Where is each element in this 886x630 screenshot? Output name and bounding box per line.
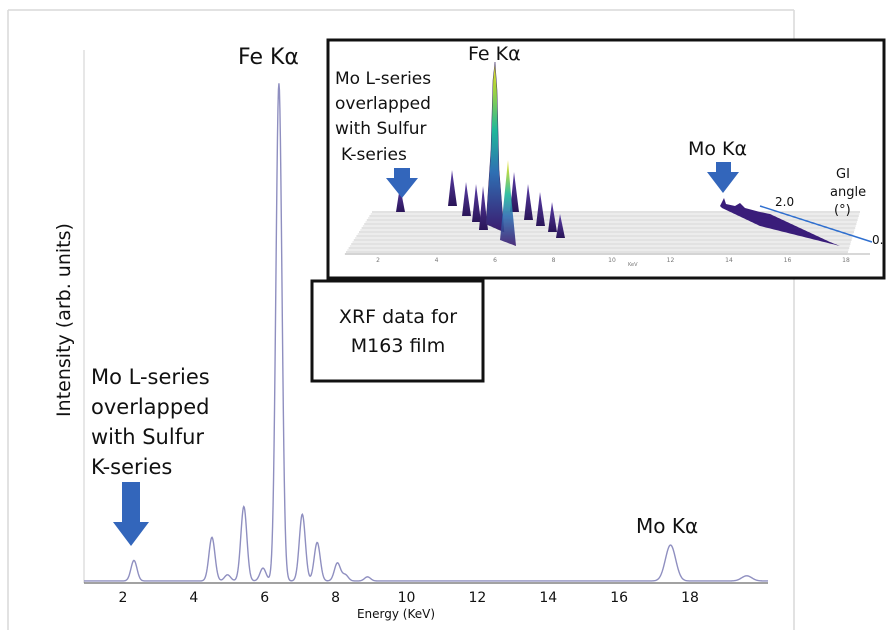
inset-mo-l-line-4: K-series — [341, 145, 407, 165]
inset-x-tick-label: 16 — [784, 257, 792, 264]
x-tick-label: 14 — [539, 590, 557, 606]
gi-angle-min: 0. — [872, 233, 883, 247]
inset-spike — [556, 214, 565, 238]
inset-mo-l-annotation: Mo L-series overlapped with Sulfur K-ser… — [335, 69, 431, 165]
mo-l-line-1: Mo L-series — [91, 365, 210, 389]
mo-l-arrow — [113, 482, 149, 546]
x-tick-label: 18 — [681, 590, 699, 606]
inset-mo-ka-ridge — [720, 198, 840, 246]
inset-mo-ka-label: Mo Kα — [688, 138, 747, 160]
spectrum-line — [84, 83, 768, 582]
inset-mo-l-line-2: overlapped — [335, 94, 431, 114]
inset-x-tick-label: 4 — [435, 257, 439, 264]
inset-mo-l-line-3: with Sulfur — [335, 119, 427, 139]
inset-mo-ka-arrow — [707, 162, 739, 193]
inset-x-tick-label: 18 — [842, 257, 850, 264]
inset-x-tick-label: 14 — [725, 257, 733, 264]
inset-x-tick-labels: 2 4 6 8 10 12 14 16 18 — [376, 257, 850, 264]
inset-x-tick-label: 6 — [493, 257, 497, 264]
inset-spike — [462, 182, 471, 216]
inset-spike — [510, 172, 519, 212]
inset-gi-angle-label: GI angle (°) — [830, 167, 866, 218]
x-tick-label: 8 — [331, 590, 340, 606]
xrf-box-line-2: M163 film — [351, 335, 445, 357]
mo-l-line-4: K-series — [91, 455, 172, 479]
xrf-box-line-1: XRF data for — [339, 306, 457, 328]
x-tick-label: 2 — [119, 590, 128, 606]
mo-l-annotation: Mo L-series overlapped with Sulfur K-ser… — [91, 365, 210, 479]
x-tick-labels: 2 4 6 8 10 12 14 16 18 — [119, 590, 699, 606]
x-tick-label: 16 — [610, 590, 628, 606]
inset-spike — [448, 170, 457, 206]
mo-l-line-3: with Sulfur — [91, 425, 204, 449]
inset-spike — [548, 202, 557, 232]
x-tick-label: 12 — [468, 590, 486, 606]
gi-angle-max: 2.0 — [775, 195, 794, 209]
fe-ka-label: Fe Kα — [238, 45, 299, 70]
inset-mo-l-arrow — [386, 168, 418, 198]
xrf-label-box: XRF data for M163 film — [310, 279, 485, 383]
x-tick-label: 4 — [189, 590, 198, 606]
x-tick-label: 10 — [398, 590, 416, 606]
inset-spike — [479, 186, 488, 230]
y-axis-title: Intensity (arb. units) — [53, 223, 75, 417]
inset-x-tick-label: 2 — [376, 257, 380, 264]
inset-fe-ka-spike-b — [500, 160, 516, 246]
mo-l-line-2: overlapped — [91, 395, 209, 419]
inset-spike — [536, 192, 545, 226]
inset-angle-axis — [759, 205, 873, 243]
inset-x-tick-label: 12 — [667, 257, 675, 264]
mo-ka-label: Mo Kα — [636, 514, 698, 538]
inset-spike — [524, 184, 533, 220]
x-axis-title: Energy (KeV) — [357, 607, 435, 621]
inset-x-tick-label: 8 — [552, 257, 556, 264]
inset-spike — [472, 184, 481, 222]
gi-label-line-2: angle — [830, 185, 866, 200]
x-tick-label: 6 — [260, 590, 269, 606]
inset-fe-ka-label: Fe Kα — [468, 43, 521, 65]
gi-label-line-3: (°) — [834, 203, 851, 218]
gi-label-line-1: GI — [836, 167, 850, 182]
inset-mo-l-line-1: Mo L-series — [335, 69, 431, 89]
inset-x-unit: KeV — [628, 262, 638, 268]
inset-x-tick-label: 10 — [608, 257, 616, 264]
inset-spikes — [396, 170, 565, 238]
inset-3d-plot: 2 4 6 8 10 12 14 16 18 KeV Fe Kα Mo Kα Mo L-seri… — [326, 38, 886, 280]
inset-spike — [396, 186, 405, 212]
axes — [83, 50, 768, 584]
